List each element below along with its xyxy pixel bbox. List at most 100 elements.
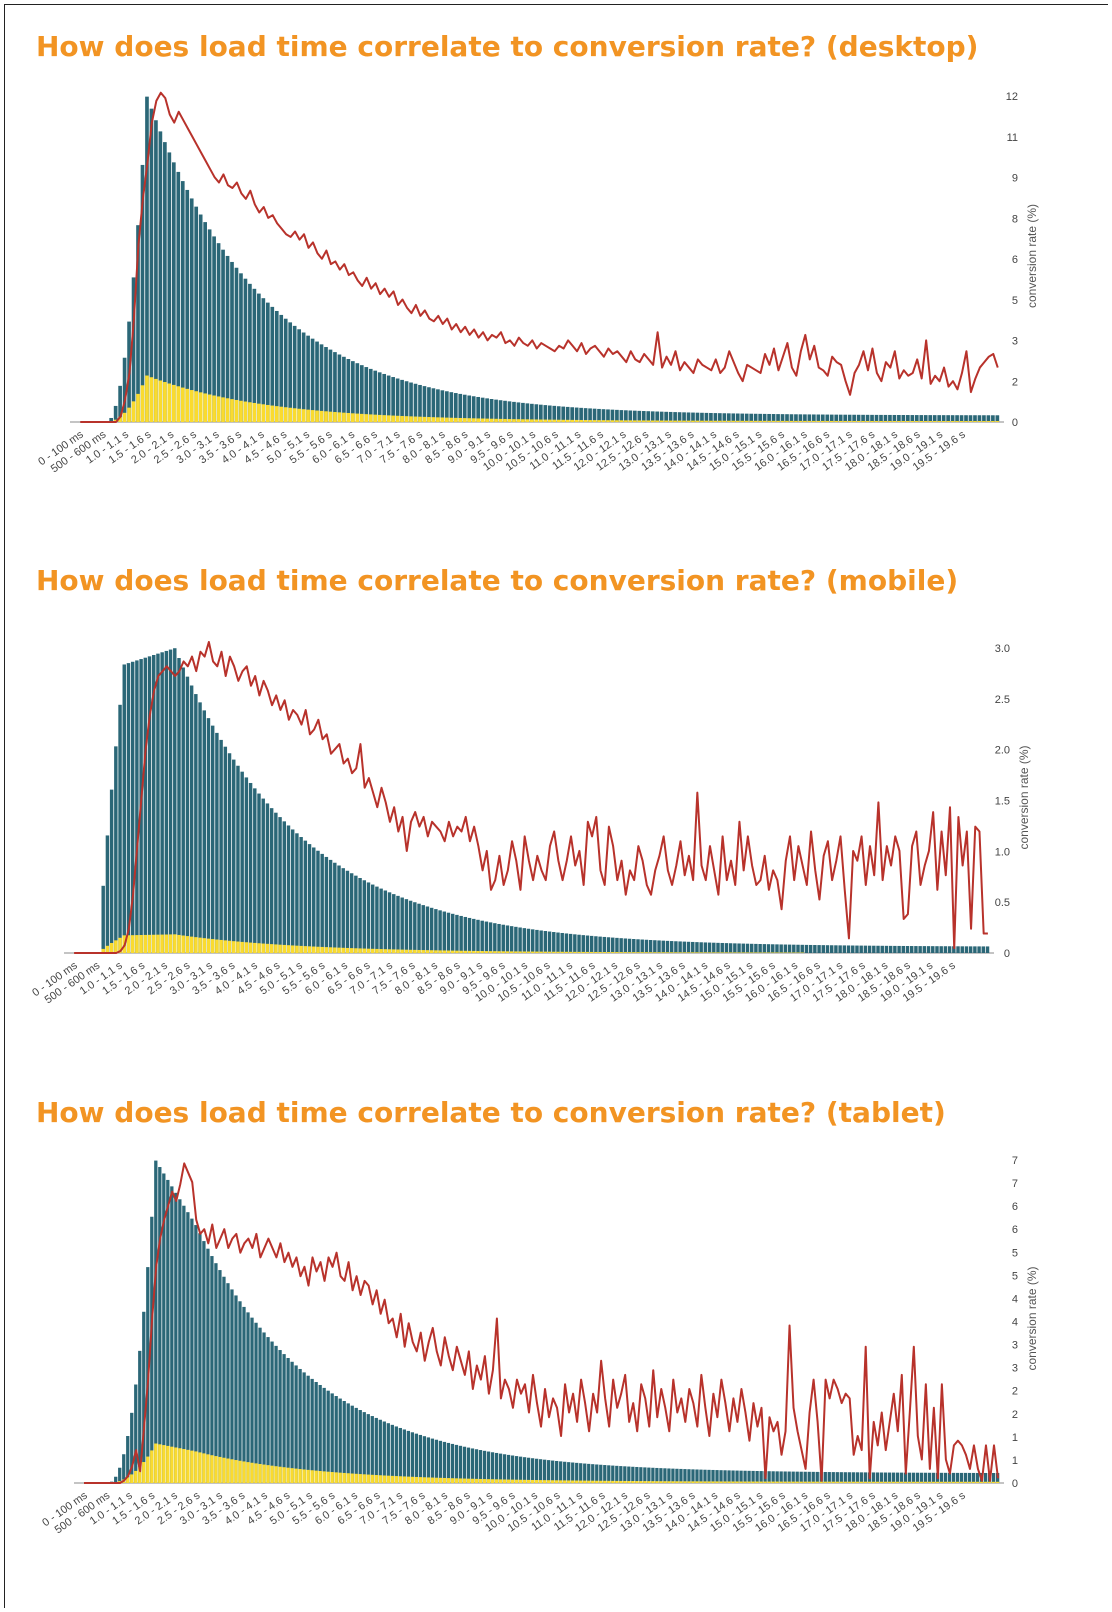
bar-mark-secondary xyxy=(282,1467,286,1483)
bar-mark xyxy=(687,1469,691,1483)
bar-mark-secondary xyxy=(983,1481,988,1483)
bar-mark-secondary xyxy=(301,409,306,422)
bar-mark xyxy=(248,283,252,422)
bar-mark xyxy=(219,739,223,953)
bar-mark xyxy=(239,273,243,422)
bar-mark xyxy=(445,391,449,422)
bar-mark xyxy=(431,388,436,422)
bar-mark xyxy=(350,1405,354,1483)
bar-mark xyxy=(497,923,501,953)
bar-mark-secondary xyxy=(400,415,404,422)
bar-mark-secondary xyxy=(377,414,382,422)
bar-mark-secondary xyxy=(409,416,413,422)
bar-mark xyxy=(160,652,164,953)
bar-mark xyxy=(522,928,527,953)
bar-mark xyxy=(429,907,434,953)
bar-mark-secondary xyxy=(202,1453,206,1483)
bar-mark xyxy=(472,918,476,953)
bar-mark xyxy=(903,1472,908,1483)
bar-mark-secondary xyxy=(739,1481,743,1483)
bar-mark xyxy=(326,1390,330,1483)
bar-mark-secondary xyxy=(442,950,447,953)
bar-mark-secondary xyxy=(476,418,481,422)
bar-mark-secondary xyxy=(910,421,915,422)
bar-mark xyxy=(867,945,872,953)
bar-mark-secondary xyxy=(827,1481,831,1483)
bar-mark-secondary xyxy=(226,1458,230,1483)
bar-mark xyxy=(493,923,497,953)
bar-mark-secondary xyxy=(935,1481,940,1483)
bar-mark xyxy=(636,939,640,953)
bar-mark-secondary xyxy=(341,947,345,953)
bar-mark-secondary xyxy=(349,948,354,953)
bar-mark-secondary xyxy=(302,1469,306,1483)
bar-mark xyxy=(130,661,135,953)
bar-mark xyxy=(731,1470,735,1483)
bar-mark-secondary xyxy=(674,952,678,953)
bar-mark xyxy=(198,214,203,422)
bar-mark-secondary xyxy=(665,952,670,953)
bar-mark xyxy=(615,409,619,422)
bar-mark xyxy=(422,386,427,422)
bar-mark xyxy=(534,1458,539,1483)
bar-mark xyxy=(358,878,362,953)
bar-mark-secondary xyxy=(295,945,299,953)
bar-mark xyxy=(462,394,467,422)
bar-mark xyxy=(534,404,539,422)
bar-mark-secondary xyxy=(875,1481,880,1483)
bar-mark xyxy=(675,1468,679,1483)
bar-mark-secondary xyxy=(865,420,870,422)
bar-mark-secondary xyxy=(968,421,973,422)
bar-mark xyxy=(623,938,628,953)
bar-mark xyxy=(779,944,783,953)
bar-mark xyxy=(410,1432,415,1483)
bar-mark xyxy=(507,401,512,422)
bar-mark-secondary xyxy=(530,419,534,422)
bar-mark xyxy=(478,1450,483,1483)
bar-mark xyxy=(607,1465,611,1483)
bar-mark xyxy=(307,844,312,953)
bar-mark-secondary xyxy=(142,1462,146,1483)
bar-mark xyxy=(254,1322,258,1483)
bar-mark-secondary xyxy=(427,417,431,422)
bar-mark-secondary xyxy=(203,393,207,422)
bar-mark-secondary xyxy=(480,418,485,422)
bar-mark-secondary xyxy=(928,421,933,422)
bar-mark-secondary xyxy=(240,941,244,953)
bar-mark xyxy=(374,1417,378,1483)
bar-mark-secondary xyxy=(154,1443,158,1483)
bar-mark-secondary xyxy=(555,1480,559,1483)
bar-mark xyxy=(394,1426,398,1483)
bar-mark xyxy=(922,946,927,953)
bar-mark xyxy=(574,407,579,422)
bar-mark xyxy=(923,415,928,422)
bar-mark-secondary xyxy=(366,948,371,953)
bar-mark-secondary xyxy=(601,420,606,422)
bar-mark-secondary xyxy=(402,1476,406,1483)
bar-mark xyxy=(619,938,623,953)
bar-mark xyxy=(715,1470,719,1483)
bar-mark-secondary xyxy=(709,420,713,422)
bar-mark xyxy=(959,415,964,422)
bar-mark xyxy=(180,181,185,422)
bar-mark xyxy=(101,885,105,953)
bar-mark xyxy=(156,653,160,953)
bar-mark-secondary xyxy=(771,420,776,422)
bar-mark-secondary xyxy=(951,1481,956,1483)
bar-mark-secondary xyxy=(577,951,581,953)
bar-mark xyxy=(295,833,299,953)
bar-mark xyxy=(328,859,333,953)
bar-mark xyxy=(458,393,463,422)
bar-mark xyxy=(413,902,417,953)
bar-mark-secondary xyxy=(294,1468,298,1483)
bar-mark-secondary xyxy=(874,420,879,422)
bar-mark xyxy=(686,941,691,953)
bar-mark-secondary xyxy=(623,1480,627,1483)
bar-mark-secondary xyxy=(333,412,337,422)
bar-mark xyxy=(147,656,152,953)
bar-mark-secondary xyxy=(324,947,329,953)
bar-mark-secondary xyxy=(310,1470,314,1483)
bar-mark-secondary xyxy=(691,420,695,422)
bar-mark xyxy=(480,397,485,422)
bar-mark xyxy=(872,945,876,953)
